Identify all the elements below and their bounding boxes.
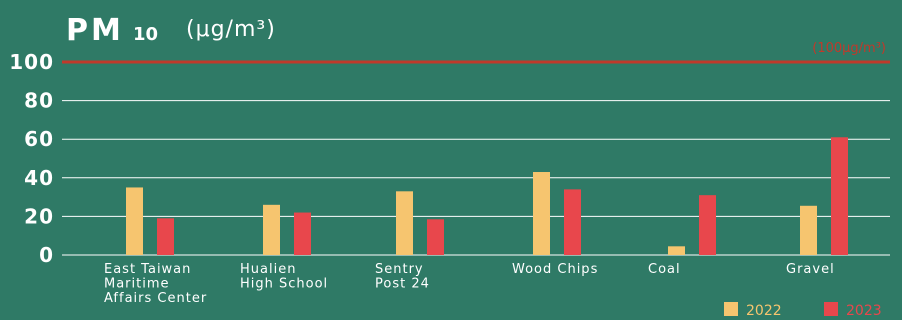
legend: 2022 2023 xyxy=(724,302,882,319)
bar-2022 xyxy=(396,191,413,255)
y-tick-label: 40 xyxy=(24,166,54,190)
reference-line-label: (100μg/m³) xyxy=(812,41,886,56)
bar-2022 xyxy=(533,172,550,255)
chart-title: PM xyxy=(66,13,124,48)
y-tick-label: 60 xyxy=(24,127,54,151)
legend-label-2022: 2022 xyxy=(746,303,782,319)
legend-swatch-2022 xyxy=(724,302,738,316)
legend-label-2023: 2023 xyxy=(846,303,882,319)
bar-2023 xyxy=(831,137,848,255)
x-tick-label: Coal xyxy=(648,262,681,277)
bars xyxy=(126,137,848,255)
x-tick-label: Maritime xyxy=(104,277,170,292)
reference-line-group: (100μg/m³) xyxy=(62,41,890,64)
bar-2023 xyxy=(564,189,581,255)
bar-2023 xyxy=(157,218,174,255)
bar-2022 xyxy=(126,187,143,255)
bar-2023 xyxy=(294,212,311,255)
x-tick-label: Affairs Center xyxy=(104,291,207,306)
grid-lines xyxy=(62,100,890,256)
legend-swatch-2023 xyxy=(824,302,838,316)
y-tick-label: 20 xyxy=(24,204,54,228)
bar-2022 xyxy=(800,205,817,255)
x-tick-label: Sentry xyxy=(375,262,424,277)
chart-title-subscript: 10 xyxy=(133,24,158,45)
x-tick-label: High School xyxy=(240,277,328,292)
x-tick-label: Gravel xyxy=(786,262,835,277)
chart-title-unit: (μg/m³) xyxy=(186,17,276,42)
x-tick-label: East Taiwan xyxy=(104,262,191,277)
y-tick-label: 0 xyxy=(39,243,54,267)
x-tick-label: Post 24 xyxy=(375,277,430,292)
bar-2023 xyxy=(427,219,444,255)
y-tick-label: 80 xyxy=(24,89,54,113)
x-tick-label: Wood Chips xyxy=(512,262,598,277)
y-tick-label: 100 xyxy=(9,50,54,74)
bar-2022 xyxy=(263,204,280,255)
bar-2022 xyxy=(668,246,685,255)
x-tick-label: Hualien xyxy=(240,262,296,277)
bar-2023 xyxy=(699,195,716,255)
y-axis-ticks: 0 20 40 60 80 100 xyxy=(9,50,54,267)
